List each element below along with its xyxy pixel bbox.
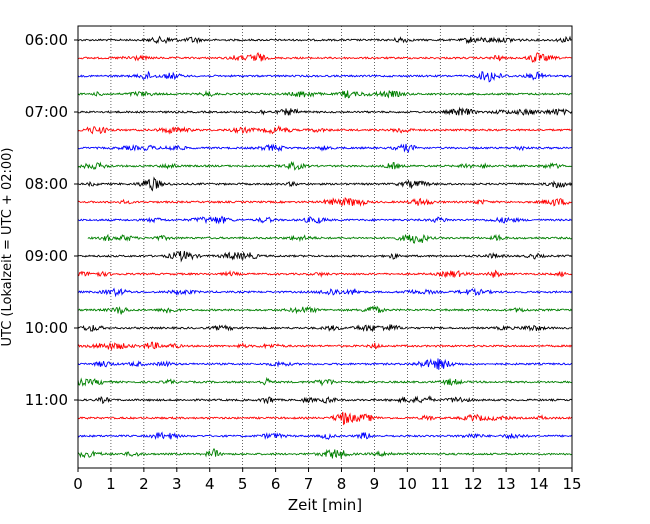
seismic-trace-0915 [77, 269, 572, 279]
seismic-trace-0615 [77, 51, 572, 63]
seismic-trace-0815 [77, 196, 572, 207]
x-tick-label: 2 [139, 475, 149, 493]
seismic-trace-0630 [77, 70, 572, 83]
seismic-trace-0845 [87, 233, 572, 244]
seismic-trace-0700 [77, 106, 573, 116]
x-axis-label: Zeit [min] [288, 496, 362, 514]
x-tick-label: 15 [562, 475, 581, 493]
seismic-trace-1100 [77, 395, 572, 405]
x-tick-label: 5 [238, 475, 248, 493]
seismic-trace-1030 [77, 358, 572, 370]
y-tick-label: 09:00 [25, 247, 68, 265]
seismic-trace-0600 [77, 35, 572, 45]
seismic-trace-1045 [77, 376, 572, 387]
seismic-trace-1000 [77, 324, 572, 333]
x-tick-label: 13 [497, 475, 516, 493]
plot-frame [77, 25, 573, 469]
x-tick-label: 11 [431, 475, 450, 493]
seismic-trace-0930 [77, 287, 572, 298]
y-tick-label: 11:00 [25, 391, 68, 409]
x-tick-label: 1 [106, 475, 116, 493]
y-axis: 06:00 07:00 08:00 09:00 10:00 11:00 [25, 31, 78, 409]
x-tick-label: 8 [337, 475, 347, 493]
x-tick-label: 4 [205, 475, 215, 493]
seismic-trace-1015 [77, 341, 572, 351]
seismic-trace-1145 [77, 447, 572, 459]
seismic-trace-0715 [77, 125, 572, 135]
seismic-trace-0830 [77, 215, 572, 225]
y-tick-label: 07:00 [25, 103, 68, 121]
x-tick-label: 6 [271, 475, 281, 493]
seismic-trace-0745 [77, 160, 572, 171]
x-tick-label: 10 [398, 475, 417, 493]
y-axis-label: UTC (Lokalzeit = UTC + 02:00) [0, 148, 15, 347]
seismic-trace-0900 [77, 250, 572, 263]
trace-group [77, 35, 573, 459]
seismic-trace-0730 [77, 143, 572, 154]
seismic-trace-1115 [77, 411, 572, 426]
x-tick-label: 0 [73, 475, 83, 493]
y-tick-label: 10:00 [25, 319, 68, 337]
x-tick-label: 14 [530, 475, 549, 493]
x-tick-label: 9 [370, 475, 380, 493]
seismic-trace-1130 [77, 431, 572, 441]
x-tick-label: 12 [464, 475, 483, 493]
seismic-trace-0645 [77, 89, 572, 99]
y-tick-label: 08:00 [25, 175, 68, 193]
x-tick-label: 3 [172, 475, 182, 493]
x-tick-label: 7 [304, 475, 314, 493]
seismic-trace-0800 [78, 176, 573, 192]
seismic-trace-0945 [77, 305, 572, 315]
y-tick-label: 06:00 [25, 31, 68, 49]
x-axis: 0 1 2 3 4 5 6 7 8 9 10 11 12 13 14 15 [73, 468, 582, 493]
